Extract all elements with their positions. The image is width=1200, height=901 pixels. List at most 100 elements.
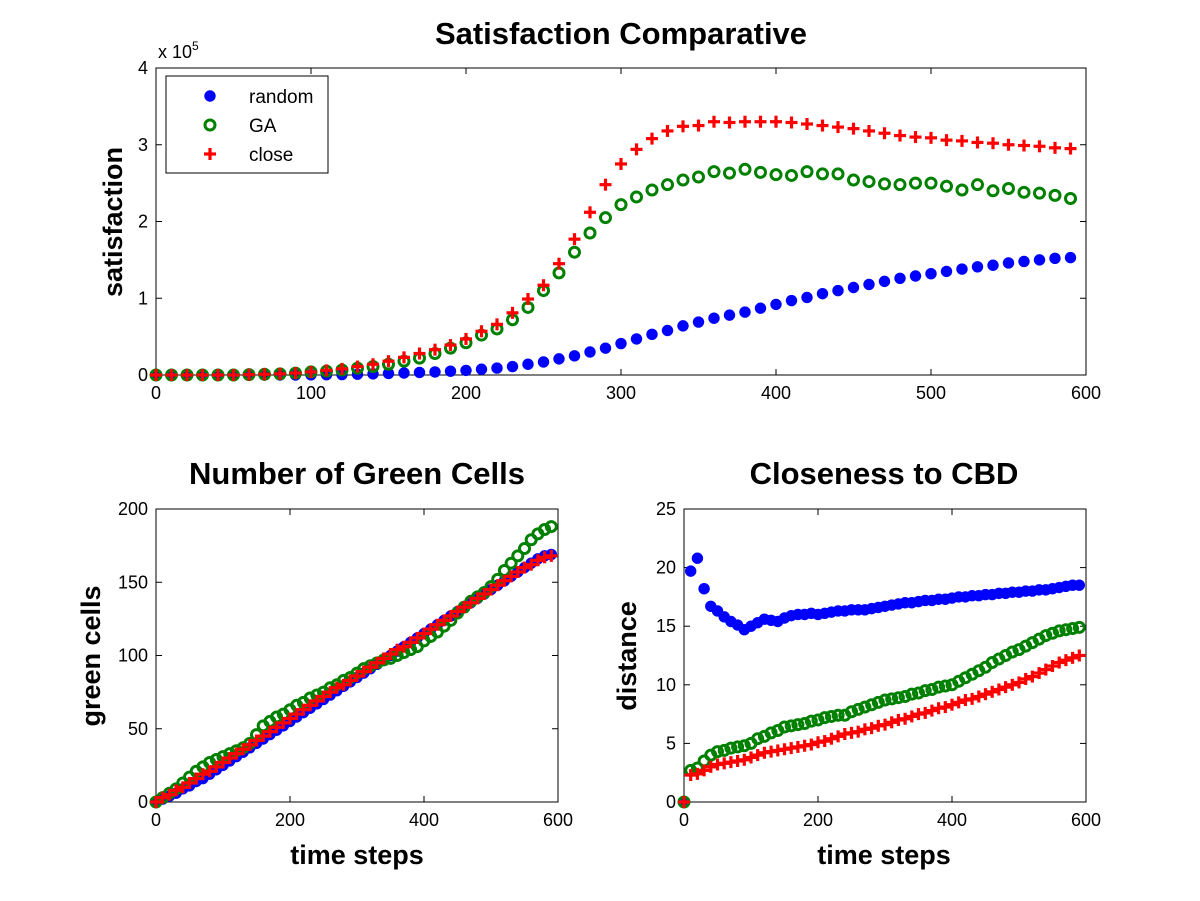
- data-point: [940, 265, 953, 278]
- data-point: [955, 183, 969, 197]
- x-tick-label: 400: [409, 810, 439, 830]
- data-point: [217, 756, 229, 769]
- data-point: [708, 115, 720, 128]
- x-tick-label: 0: [151, 810, 161, 830]
- series-GA: [677, 620, 1086, 809]
- data-point: [1002, 181, 1015, 195]
- data-point: [704, 760, 717, 773]
- data-point: [971, 178, 984, 192]
- y-tick-label: 0: [666, 792, 676, 812]
- data-point: [304, 699, 317, 712]
- legend-label: random: [249, 87, 313, 108]
- data-point: [305, 365, 317, 378]
- y-axis-label: green cells: [76, 585, 106, 726]
- data-point: [444, 365, 457, 377]
- y-tick-label: 1: [138, 288, 148, 308]
- data-point: [377, 652, 390, 665]
- x-axis-label: time steps: [290, 840, 424, 870]
- data-point: [831, 708, 845, 722]
- data-point: [518, 561, 531, 574]
- data-point: [243, 738, 256, 751]
- data-point: [925, 704, 938, 717]
- data-point: [691, 552, 704, 564]
- series-GA: [149, 520, 558, 809]
- data-point: [170, 784, 183, 797]
- data-point: [150, 796, 162, 808]
- chart-satisfaction: Satisfaction Comparative satisfaction x …: [98, 16, 1101, 403]
- data-point: [330, 681, 343, 694]
- data-point: [384, 648, 397, 661]
- data-point: [940, 134, 953, 147]
- data-point: [599, 211, 612, 225]
- data-point: [894, 272, 906, 284]
- x-tick-label: 200: [275, 810, 305, 830]
- data-point: [506, 360, 519, 373]
- data-point: [785, 168, 798, 182]
- data-point: [411, 631, 424, 644]
- data-point: [1072, 620, 1086, 634]
- data-point: [584, 206, 596, 219]
- data-point: [237, 743, 250, 756]
- data-point: [1066, 651, 1079, 664]
- x-tick-label: 400: [937, 810, 967, 830]
- data-point: [553, 353, 565, 365]
- data-point: [181, 369, 193, 381]
- data-point: [471, 592, 484, 605]
- data-point: [1046, 626, 1059, 640]
- data-point: [404, 636, 417, 649]
- y-axis-label: distance: [612, 601, 642, 711]
- data-point: [692, 170, 705, 184]
- data-point: [1064, 191, 1077, 205]
- data-point: [227, 369, 240, 381]
- data-point: [878, 693, 892, 707]
- legend-box: [165, 75, 329, 174]
- data-point: [739, 115, 751, 128]
- data-point: [475, 363, 488, 375]
- data-point: [845, 705, 858, 719]
- data-point: [685, 565, 697, 577]
- data-point: [847, 173, 860, 187]
- x-tick-label: 600: [1071, 383, 1101, 403]
- data-point: [438, 614, 451, 627]
- data-point: [956, 134, 968, 147]
- data-point: [568, 350, 581, 362]
- data-point: [1018, 139, 1030, 152]
- data-point: [852, 725, 865, 738]
- data-point: [661, 324, 674, 337]
- data-point: [899, 712, 912, 725]
- legend-marker: [204, 90, 216, 102]
- data-point: [1006, 678, 1019, 691]
- data-point: [646, 132, 658, 145]
- data-point: [491, 318, 503, 331]
- y-tick-label: 10: [656, 675, 676, 695]
- data-point: [1046, 660, 1059, 673]
- data-point: [832, 730, 845, 743]
- data-point: [398, 367, 410, 379]
- data-point: [1064, 142, 1077, 155]
- data-point: [1017, 185, 1031, 199]
- data-point: [707, 165, 721, 179]
- data-point: [818, 711, 832, 725]
- x-tick-label: 600: [1071, 810, 1101, 830]
- data-point: [893, 178, 907, 192]
- data-point: [324, 686, 337, 699]
- data-point: [397, 640, 410, 653]
- data-point: [832, 121, 844, 134]
- data-point: [940, 179, 953, 193]
- data-point: [885, 716, 898, 729]
- data-point: [274, 367, 286, 380]
- data-point: [847, 281, 860, 294]
- data-point: [196, 768, 209, 781]
- data-point: [832, 284, 844, 297]
- data-point: [894, 129, 906, 142]
- data-point: [731, 740, 745, 754]
- data-point: [805, 738, 818, 751]
- data-point: [1049, 252, 1061, 265]
- data-point: [317, 690, 330, 703]
- y-tick-label: 4: [138, 58, 148, 78]
- y-tick-label: 50: [128, 719, 148, 739]
- data-point: [737, 739, 751, 753]
- data-point: [824, 709, 838, 723]
- x-tick-label: 100: [296, 383, 326, 403]
